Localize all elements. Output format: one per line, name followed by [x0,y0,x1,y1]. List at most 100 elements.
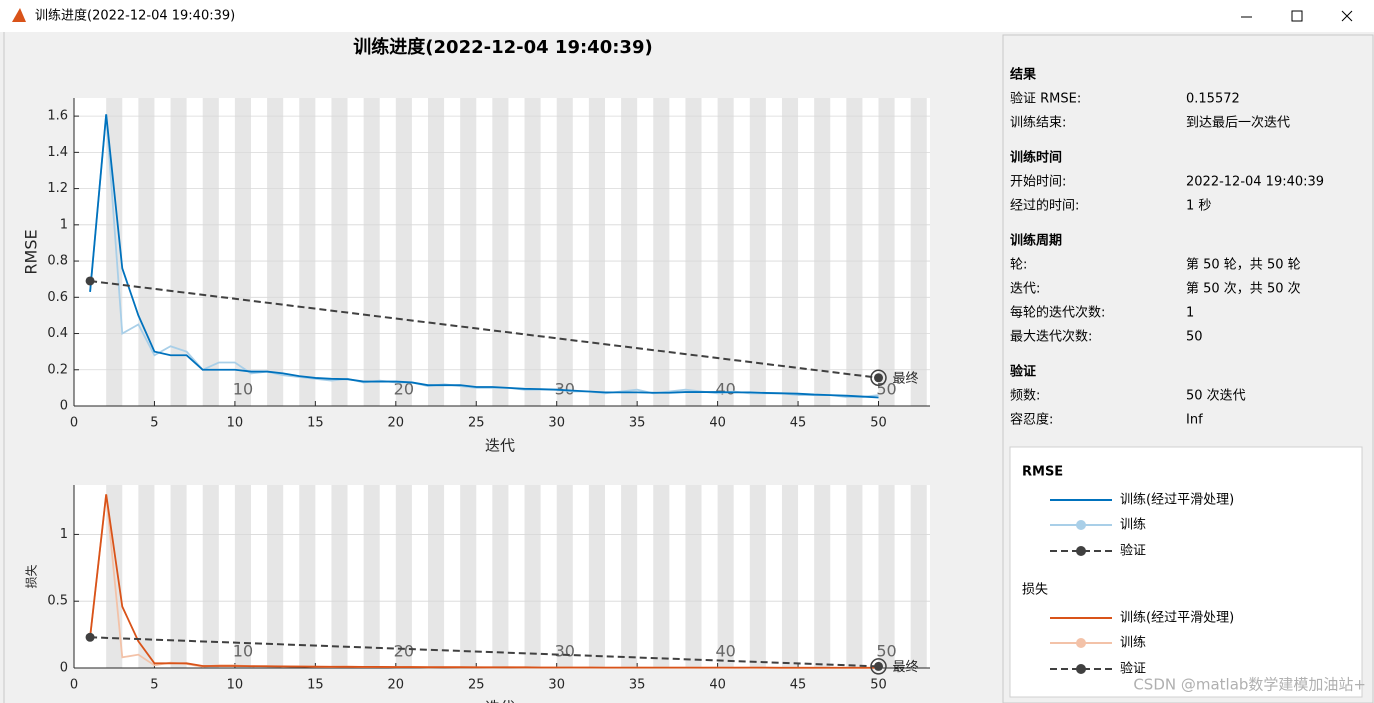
epoch-label: 40 [715,642,735,661]
info-label: 开始时间: [1010,175,1066,190]
info-label: 频数: [1010,389,1040,404]
info-value: 50 [1186,330,1203,345]
x-tick-label: 30 [548,678,565,693]
epoch-band [556,98,573,406]
x-tick-label: 20 [388,678,405,693]
epoch-band [653,98,670,406]
info-heading: 训练周期 [1010,233,1062,249]
epoch-band [234,98,251,406]
epoch-band [299,98,316,406]
epoch-band [749,485,766,668]
watermark: CSDN @matlab数学建模加油站+ [1133,676,1366,694]
info-label: 验证 RMSE: [1010,91,1081,107]
x-tick-label: 0 [70,678,78,693]
close-button[interactable] [1341,10,1353,22]
epoch-band [363,485,380,668]
epoch-band [878,485,895,668]
info-heading: 结果 [1010,67,1036,83]
y-axis-label: RMSE [22,229,41,274]
epoch-band [653,485,670,668]
epoch-band [781,485,799,668]
y-tick-label: 1.4 [47,145,68,160]
info-label: 迭代: [1010,282,1040,297]
epoch-band [910,98,927,406]
epoch-band [524,98,541,406]
legend-heading: RMSE [1022,465,1063,480]
app-icon [12,8,26,22]
legend-label: 训练(经过平滑处理) [1120,493,1234,508]
epoch-band [814,485,831,668]
training-line [89,494,879,669]
x-tick-label: 50 [870,678,887,693]
info-value: 50 次迭代 [1186,388,1246,404]
legend-marker [1076,664,1086,674]
x-tick-label: 40 [709,416,726,431]
y-tick-label: 1.6 [47,109,68,124]
info-heading: 验证 [1010,364,1036,380]
x-tick-label: 25 [468,416,485,431]
window-title: 训练进度(2022-12-04 19:40:39) [35,8,235,24]
info-value: 第 50 次，共 50 次 [1186,281,1301,297]
epoch-label: 40 [715,380,735,399]
final-ring [870,658,887,675]
epoch-band [717,98,734,406]
epoch-band [781,98,799,406]
x-tick-label: 45 [790,416,807,431]
x-tick-label: 25 [468,678,485,693]
legend-label: 验证 [1120,543,1146,559]
y-axis-label: 损失 [24,564,39,588]
legend-label: 训练 [1120,636,1146,651]
validation-point [85,632,95,642]
epoch-band [331,485,348,668]
info-value: 1 [1186,306,1194,321]
epoch-band [621,98,638,406]
epoch-label: 10 [233,380,253,399]
y-tick-label: 0.4 [47,326,68,341]
epoch-band [685,485,702,668]
epoch-label: 30 [555,380,575,399]
x-tick-label: 20 [388,416,405,431]
epoch-band [588,485,605,668]
epoch-band [427,98,445,406]
epoch-band [685,98,702,406]
epoch-band [588,98,605,406]
y-tick-label: 0.2 [47,362,68,377]
epoch-band [267,98,284,406]
epoch-band [299,485,316,668]
x-tick-label: 5 [150,678,158,693]
validation-point [85,276,95,286]
info-value: Inf [1186,413,1203,428]
x-tick-label: 50 [870,416,887,431]
epoch-band [621,485,638,668]
title-bar [0,0,1374,32]
x-tick-label: 10 [227,678,244,693]
epoch-band [492,485,509,668]
x-tick-label: 35 [629,678,646,693]
x-tick-label: 30 [548,416,565,431]
info-value: 第 50 轮，共 50 轮 [1186,258,1301,273]
y-tick-label: 0 [60,399,68,414]
y-tick-label: 0.5 [47,594,68,609]
epoch-band [138,485,155,668]
epoch-label: 30 [555,642,575,661]
final-ring [870,369,887,387]
x-tick-label: 0 [70,416,78,431]
epoch-band [267,485,284,668]
legend-label: 训练(经过平滑处理) [1120,611,1234,626]
legend-marker [1076,520,1086,530]
epoch-band [814,98,831,406]
y-tick-label: 0.6 [47,290,68,305]
epoch-label: 20 [394,642,414,661]
legend-box [1009,446,1363,698]
y-tick-label: 1.2 [47,181,68,196]
info-value: 1 秒 [1186,199,1211,214]
epoch-band [170,485,187,668]
x-axis-label: 迭代 [485,437,515,455]
epoch-band [202,485,219,668]
epoch-band [878,98,895,406]
figure-title: 训练进度(2022-12-04 19:40:39) [353,36,652,58]
epoch-label: 50 [876,642,896,661]
epoch-band [170,98,187,406]
maximize-button[interactable] [1291,10,1303,22]
